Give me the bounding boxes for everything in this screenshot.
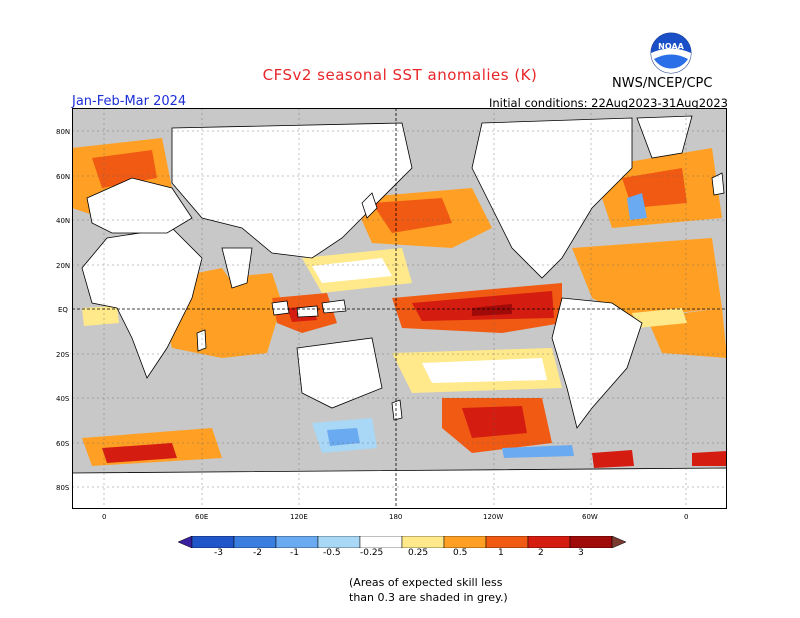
colorbar-extend-high <box>611 536 626 548</box>
colorbar-segment <box>317 536 361 548</box>
lat-label-60s: 60S <box>56 440 70 448</box>
colorbar-label-3: 3 <box>578 548 584 558</box>
initial-conditions: Initial conditions: 22Aug2023-31Aug2023 <box>488 96 728 110</box>
anomaly-patches <box>72 138 727 468</box>
lat-label-80n: 80N <box>56 128 71 136</box>
colorbar-label-1: 1 <box>498 548 504 558</box>
colorbar-label-m1: -1 <box>290 548 299 558</box>
lon-label-180: 180 <box>389 513 403 521</box>
colorbar-segment <box>443 536 487 548</box>
lat-lon-grid <box>72 108 727 509</box>
lat-label-80s: 80S <box>56 484 70 492</box>
colorbar-segment <box>401 536 445 548</box>
colorbar-label-2: 2 <box>538 548 544 558</box>
lon-label-60e: 60E <box>195 513 209 521</box>
colorbar-segment <box>359 536 403 548</box>
colorbar-label-m2: -2 <box>253 548 262 558</box>
lon-label-0-east: 0 <box>684 513 689 521</box>
colorbar-label-05: 0.5 <box>453 548 468 558</box>
colorbar-label-025: 0.25 <box>408 548 429 558</box>
colorbar-label-m025: -0.25 <box>360 548 384 558</box>
colorbar-segment <box>527 536 571 548</box>
lat-label-40n: 40N <box>56 217 71 225</box>
colorbar-segment <box>233 536 277 548</box>
colorbar-extend-low <box>178 536 193 548</box>
skill-note-line1: (Areas of expected skill less <box>349 576 503 589</box>
logo-text: NOAA <box>658 42 684 51</box>
forecast-period: Jan-Feb-Mar 2024 <box>72 94 187 109</box>
map-title: CFSv2 seasonal SST anomalies (K) <box>262 66 538 84</box>
lon-label-0: 0 <box>102 513 107 521</box>
noaa-logo: NOAA <box>650 32 692 74</box>
lat-label-40s: 40S <box>56 395 70 403</box>
lat-label-20n: 20N <box>56 262 71 270</box>
lon-label-60w: 60W <box>582 513 598 521</box>
land-masses <box>72 115 727 509</box>
colorbar-label-m05: -0.5 <box>323 548 341 558</box>
colorbar-segment <box>485 536 529 548</box>
colorbar-segment <box>275 536 319 548</box>
lat-label-eq: EQ <box>58 306 68 314</box>
agency-label: NWS/NCEP/CPC <box>612 76 713 91</box>
colorbar-segment <box>191 536 235 548</box>
colorbar <box>178 536 626 548</box>
equator-dateline <box>72 108 727 509</box>
colorbar-label-m3: -3 <box>214 548 223 558</box>
colorbar-segment <box>569 536 613 548</box>
map-frame <box>72 108 727 509</box>
sst-anomaly-map <box>72 108 727 509</box>
lat-label-60n: 60N <box>56 173 71 181</box>
lat-label-20s: 20S <box>56 351 70 359</box>
lon-label-120e: 120E <box>290 513 308 521</box>
skill-note-line2: than 0.3 are shaded in grey.) <box>349 591 508 604</box>
lon-label-120w: 120W <box>483 513 504 521</box>
